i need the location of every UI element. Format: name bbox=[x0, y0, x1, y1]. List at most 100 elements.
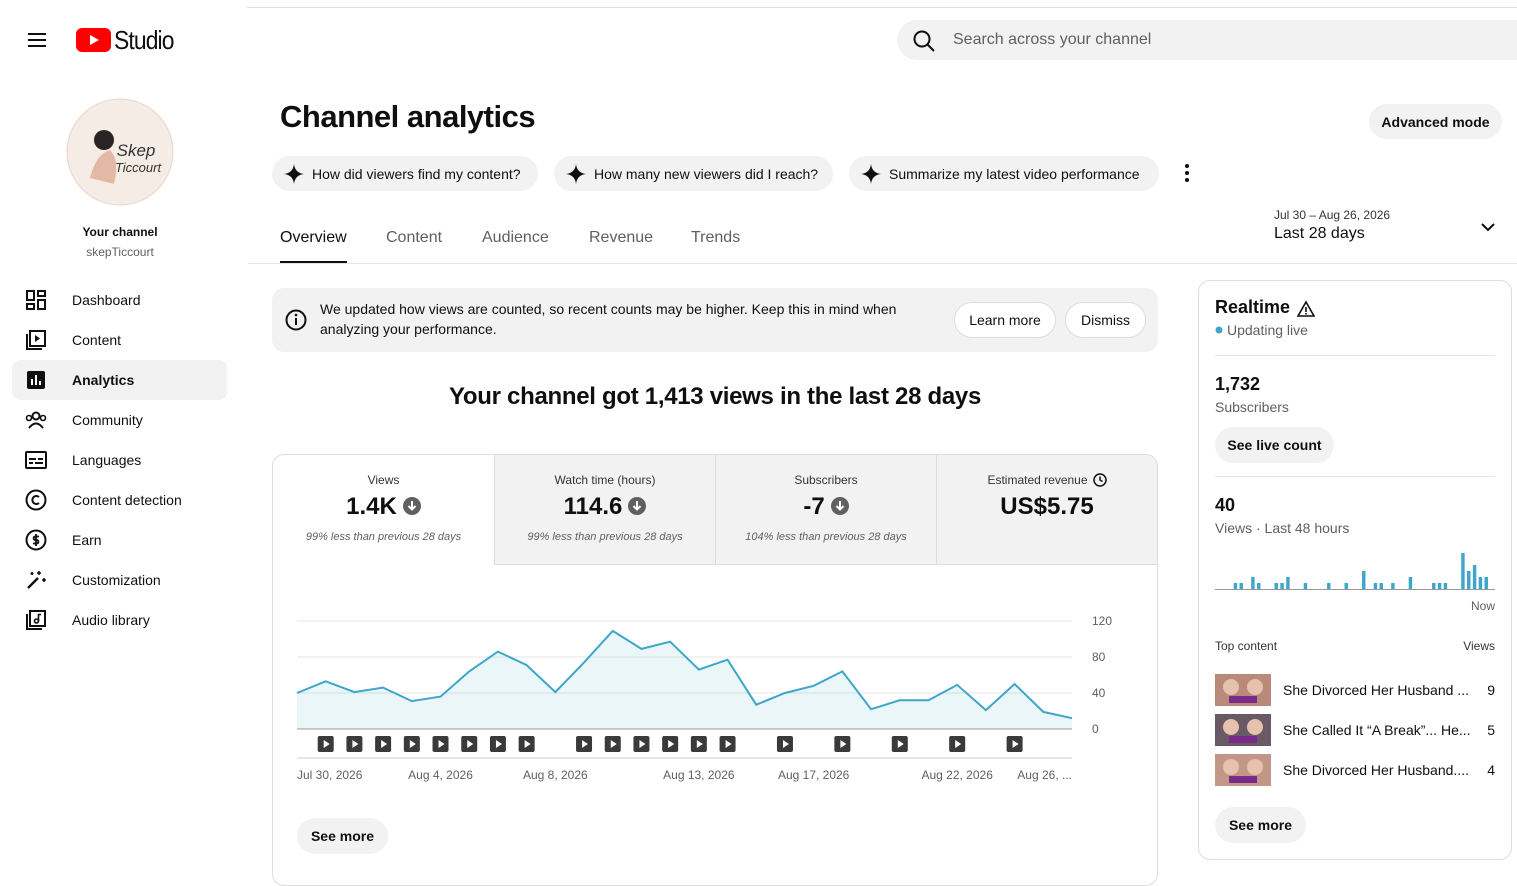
prompt-text: Summarize my latest video performance bbox=[889, 165, 1140, 182]
video-marker[interactable] bbox=[346, 736, 363, 752]
thumbnail[interactable] bbox=[1215, 674, 1271, 706]
divider bbox=[1215, 476, 1495, 477]
video-marker[interactable] bbox=[604, 736, 621, 752]
thumbnail[interactable] bbox=[1215, 754, 1271, 786]
video-marker[interactable] bbox=[662, 736, 679, 752]
metric-tile[interactable]: Subscribers -7 104% less than previous 28 … bbox=[715, 455, 936, 565]
hour-bar bbox=[1344, 583, 1348, 589]
metric-note: 99% less than previous 28 days bbox=[527, 531, 683, 543]
video-marker[interactable] bbox=[1006, 736, 1023, 752]
line bbox=[296, 629, 1073, 720]
video-marker[interactable] bbox=[719, 736, 736, 752]
date-period[interactable]: Last 28 days bbox=[1274, 225, 1365, 242]
nav-item[interactable]: Earn bbox=[12, 520, 227, 560]
logo-icon[interactable] bbox=[76, 28, 111, 52]
warning-icon[interactable] bbox=[1297, 300, 1315, 318]
video-marker[interactable] bbox=[518, 736, 535, 752]
search-box[interactable] bbox=[897, 20, 1517, 60]
nav-item[interactable]: Customization bbox=[12, 560, 227, 600]
video-marker[interactable] bbox=[576, 736, 593, 752]
metric-tile[interactable]: Watch time (hours) 114.6 99% less than pre… bbox=[494, 455, 715, 565]
nav-item[interactable]: Audio library bbox=[12, 600, 227, 640]
prompt-chip[interactable]: Summarize my latest video performance bbox=[849, 156, 1159, 191]
channel-avatar[interactable]: Skep Ticcourt bbox=[66, 98, 174, 206]
tab[interactable]: Revenue bbox=[589, 229, 654, 246]
top-title[interactable]: She Called It “A Break”... He... bbox=[1283, 722, 1471, 738]
nav-item[interactable]: Analytics bbox=[12, 360, 227, 400]
tab[interactable]: Content bbox=[386, 229, 443, 246]
date-dropdown[interactable] bbox=[1479, 220, 1497, 234]
nav-label: Customization bbox=[72, 572, 161, 588]
metric-value-text: -7 bbox=[803, 493, 825, 520]
advanced-mode-button[interactable]: Advanced mode bbox=[1369, 104, 1502, 139]
nav-label: Community bbox=[72, 412, 143, 428]
video-marker[interactable] bbox=[834, 736, 851, 752]
page-title: Channel analytics bbox=[280, 99, 536, 134]
info-icon bbox=[285, 309, 307, 331]
video-marker[interactable] bbox=[489, 736, 506, 752]
video-marker[interactable] bbox=[375, 736, 392, 752]
hour-bar bbox=[1461, 553, 1465, 589]
video-marker[interactable] bbox=[633, 736, 650, 752]
dismiss-button[interactable]: Dismiss bbox=[1065, 302, 1146, 338]
thumbnail[interactable] bbox=[1215, 714, 1271, 746]
metric-tile[interactable]: Estimated revenue US$5.75 bbox=[936, 455, 1157, 565]
hour-bar bbox=[1303, 583, 1308, 589]
menu-button[interactable] bbox=[26, 30, 50, 50]
tab[interactable]: Audience bbox=[482, 229, 549, 246]
video-marker[interactable] bbox=[690, 736, 707, 752]
see-live-count-button[interactable]: See live count bbox=[1215, 427, 1334, 463]
tab[interactable]: Trends bbox=[691, 229, 741, 246]
metric-value-text: US$5.75 bbox=[1000, 493, 1094, 520]
video-marker[interactable] bbox=[317, 736, 334, 752]
realtime-title: Realtime bbox=[1215, 297, 1291, 317]
realtime-views-label: Views · Last 48 hours bbox=[1215, 520, 1350, 536]
hour-bar bbox=[1373, 583, 1378, 589]
metrics-card: Views 1.4K 99% less than previous 28 days W… bbox=[272, 454, 1158, 886]
hour-bar bbox=[1239, 583, 1243, 589]
video-marker[interactable] bbox=[461, 736, 478, 752]
avatar-text: Skep bbox=[117, 141, 156, 160]
realtime-see-more-button[interactable]: See more bbox=[1215, 807, 1306, 843]
video-marker[interactable] bbox=[403, 736, 420, 752]
metric-label: Estimated revenue bbox=[937, 473, 1157, 487]
nav-item[interactable]: Content detection bbox=[12, 480, 227, 520]
learn-more-button[interactable]: Learn more bbox=[954, 302, 1056, 338]
nav-label: Earn bbox=[72, 532, 102, 548]
nav-item[interactable]: Dashboard bbox=[12, 280, 227, 320]
video-marker[interactable] bbox=[891, 736, 908, 752]
live-dot bbox=[1215, 326, 1223, 334]
views-chart: 0 40 80 120 Jul 30, 2026 Aug 4, 2026 Aug 8, 20… bbox=[296, 614, 1112, 782]
hour-bar bbox=[1251, 577, 1255, 589]
more-button[interactable] bbox=[1180, 162, 1194, 184]
see-more-button[interactable]: See more bbox=[297, 818, 388, 854]
top-title[interactable]: She Divorced Her Husband.... bbox=[1283, 762, 1469, 778]
channel-handle: skepTiccourt bbox=[86, 245, 154, 259]
metric-tile[interactable]: Views 1.4K 99% less than previous 28 days bbox=[273, 455, 494, 565]
top-views: 9 bbox=[1487, 682, 1495, 698]
nav-item[interactable]: Community bbox=[12, 400, 227, 440]
x-tick-label: Aug 22, 2026 bbox=[921, 768, 993, 782]
tab[interactable]: Overview bbox=[280, 229, 347, 246]
hour-bar bbox=[1478, 577, 1483, 589]
hour-bar bbox=[1437, 583, 1442, 589]
video-marker[interactable] bbox=[432, 736, 449, 752]
nav-item[interactable]: Languages bbox=[12, 440, 227, 480]
prompt-chip[interactable]: How many new viewers did I reach? bbox=[554, 156, 833, 191]
logo-text[interactable]: Studio bbox=[114, 25, 174, 55]
top-content-header: Top content bbox=[1215, 639, 1278, 653]
video-marker[interactable] bbox=[949, 736, 966, 752]
video-marker[interactable] bbox=[776, 736, 793, 752]
y-tick-label: 0 bbox=[1092, 722, 1099, 736]
x-tick-label: Aug 17, 2026 bbox=[778, 768, 850, 782]
nav-icon bbox=[27, 371, 45, 389]
nav-icon bbox=[26, 330, 46, 350]
top-title[interactable]: She Divorced Her Husband ... bbox=[1283, 682, 1469, 698]
date-range[interactable]: Jul 30 – Aug 26, 2026 bbox=[1274, 208, 1391, 222]
metric-value: -7 bbox=[716, 493, 936, 521]
nav-item[interactable]: Content bbox=[12, 320, 227, 360]
search-icon[interactable] bbox=[912, 29, 936, 53]
prompt-chip[interactable]: How did viewers find my content? bbox=[272, 156, 538, 191]
